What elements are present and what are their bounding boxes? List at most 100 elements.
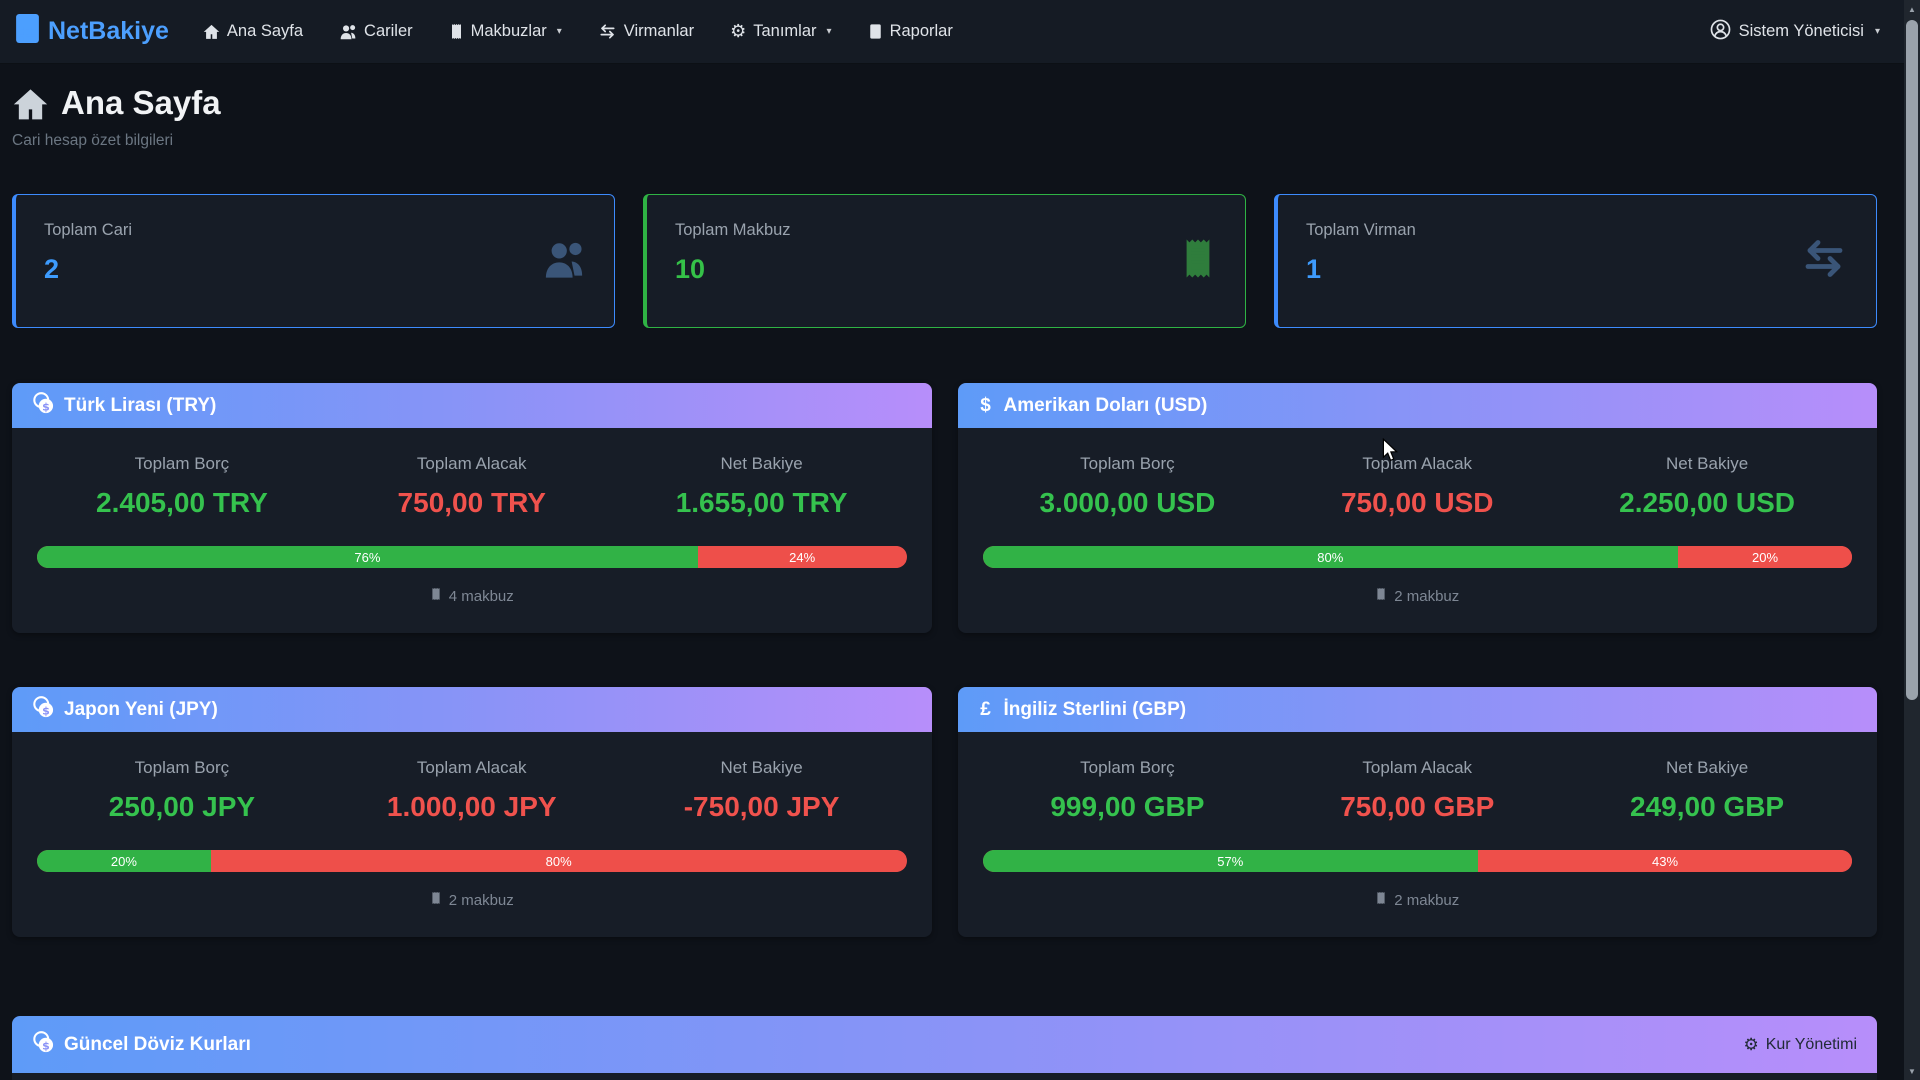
net-label: Net Bakiye [720, 758, 803, 777]
stat-label: Toplam Makbuz [675, 221, 791, 239]
page-title-text: Ana Sayfa [61, 84, 221, 121]
progress-red: 80% [210, 850, 907, 872]
debt-credit-progressbar: 80% 20% [982, 546, 1852, 568]
nav-item-label: Virmanlar [623, 22, 695, 40]
vertical-scrollbar[interactable]: ▲ ▼ [1904, 0, 1920, 1080]
debt-credit-progressbar: 57% 43% [982, 850, 1852, 872]
currency-card-gbp: £ İngiliz Sterlini (GBP) Toplam Borç 999,… [957, 687, 1877, 937]
credit-value: 750,00 USD [1340, 487, 1494, 518]
nav-items: Ana Sayfa Cariler Makbuzlar ▾ Virmanlar … [203, 21, 953, 42]
page-title: Ana Sayfa [12, 84, 221, 122]
people-icon [542, 238, 586, 285]
currency-card-header: Türk Lirası (TRY) [12, 383, 932, 428]
receipt-icon [1375, 891, 1387, 909]
progress-red: 24% [697, 546, 907, 568]
stat-value: 2 [44, 254, 60, 284]
stat-label: Toplam Cari [44, 221, 133, 239]
page-header: Ana Sayfa Cari hesap özet bilgileri [12, 64, 221, 150]
net-label: Net Bakiye [1665, 758, 1749, 777]
nav-item-raporlar[interactable]: Raporlar [868, 22, 953, 41]
brand[interactable]: NetBakiye [16, 13, 169, 50]
kur-yonetimi-button[interactable]: ⚙ Kur Yönetimi [1743, 1034, 1857, 1054]
debt-label: Toplam Borç [1080, 758, 1175, 777]
home-icon [12, 86, 49, 121]
receipt-icon [449, 23, 464, 40]
user-menu[interactable]: Sistem Yöneticisi ▾ [1710, 19, 1880, 45]
progress-green: 80% [982, 546, 1679, 568]
debt-value: 2.405,00 TRY [96, 487, 268, 518]
receipt-count: 2 makbuz [983, 587, 1853, 605]
fx-rates-title: Güncel Döviz Kurları [64, 1033, 251, 1055]
stat-cards-row: Toplam Cari 2 Toplam Makbuz 10 Toplam Vi… [12, 194, 1877, 328]
currency-card-header: Japon Yeni (JPY) [12, 687, 932, 732]
debt-value: 999,00 GBP [1050, 791, 1205, 822]
progress-red: 20% [1678, 546, 1852, 568]
currency-card-jpy: Japon Yeni (JPY) Toplam Borç 250,00 JPY T… [12, 687, 932, 937]
currency-title: Türk Lirası (TRY) [64, 394, 217, 416]
debt-credit-progressbar: 20% 80% [37, 850, 907, 872]
coins-icon [32, 695, 55, 724]
fx-rates-header: Güncel Döviz Kurları ⚙ Kur Yönetimi [12, 1016, 1877, 1073]
coins-icon [32, 391, 55, 420]
exchange-icon [598, 23, 617, 40]
debt-label: Toplam Borç [134, 758, 230, 777]
home-icon [203, 23, 220, 40]
scroll-down-arrow-icon[interactable]: ▼ [1908, 1066, 1916, 1076]
credit-value: 1.000,00 JPY [386, 791, 557, 822]
currency-card-usd: $ Amerikan Doları (USD) Toplam Borç 3.000… [957, 383, 1877, 633]
net-label: Net Bakiye [1665, 454, 1749, 473]
person-circle-icon [1710, 19, 1731, 45]
nav-item-makbuzlar[interactable]: Makbuzlar ▾ [449, 22, 562, 41]
receipt-icon [430, 587, 442, 605]
fx-rates-panel: Güncel Döviz Kurları ⚙ Kur Yönetimi [12, 1016, 1877, 1080]
top-navbar: NetBakiye Ana Sayfa Cariler Makbuzlar ▾ … [0, 0, 1904, 64]
chevron-down-icon: ▾ [826, 26, 832, 37]
credit-value: 750,00 TRY [397, 487, 546, 518]
nav-item-label: Makbuzlar [470, 22, 547, 40]
pound-icon: £ [980, 698, 991, 720]
net-value: -750,00 JPY [683, 791, 840, 822]
currency-title: İngiliz Sterlini (GBP) [1003, 698, 1187, 720]
nav-item-tanimlar[interactable]: ⚙ Tanımlar ▾ [730, 21, 831, 42]
debt-credit-progressbar: 76% 24% [37, 546, 907, 568]
receipt-count: 2 makbuz [983, 891, 1853, 909]
receipt-icon [1179, 237, 1217, 286]
net-label: Net Bakiye [720, 454, 803, 473]
receipt-icon [430, 891, 442, 909]
debt-value: 3.000,00 USD [1039, 487, 1216, 518]
receipt-icon [1375, 587, 1387, 605]
progress-red: 43% [1478, 850, 1852, 872]
credit-label: Toplam Alacak [1362, 454, 1473, 473]
stat-card-toplam-cari: Toplam Cari 2 [12, 194, 615, 328]
nav-item-label: Cariler [364, 22, 413, 40]
nav-item-label: Tanımlar [753, 22, 817, 40]
currency-row-1: Türk Lirası (TRY) Toplam Borç 2.405,00 TR… [12, 383, 1877, 633]
stat-value: 10 [675, 254, 706, 284]
nav-item-ana-sayfa[interactable]: Ana Sayfa [203, 22, 303, 41]
people-icon [339, 23, 357, 40]
net-value: 249,00 GBP [1630, 791, 1785, 822]
credit-label: Toplam Alacak [416, 454, 527, 473]
dollar-icon: $ [980, 394, 991, 416]
report-icon [868, 23, 883, 40]
brand-label: NetBakiye [48, 17, 169, 45]
net-value: 2.250,00 USD [1619, 487, 1796, 518]
chevron-down-icon: ▾ [1874, 26, 1880, 37]
nav-item-cariler[interactable]: Cariler [339, 22, 413, 41]
net-value: 1.655,00 TRY [675, 487, 848, 518]
progress-green: 76% [37, 546, 698, 568]
scroll-up-arrow-icon[interactable]: ▲ [1908, 4, 1916, 14]
currency-card-try: Türk Lirası (TRY) Toplam Borç 2.405,00 TR… [12, 383, 932, 633]
debt-label: Toplam Borç [1080, 454, 1175, 473]
gear-icon: ⚙ [1743, 1034, 1759, 1054]
currency-card-header: $ Amerikan Doları (USD) [957, 383, 1877, 428]
debt-value: 250,00 JPY [108, 791, 256, 822]
exchange-icon [1800, 237, 1848, 286]
currency-title: Amerikan Doları (USD) [1003, 394, 1208, 416]
nav-item-virmanlar[interactable]: Virmanlar [598, 22, 694, 41]
stat-card-toplam-makbuz: Toplam Makbuz 10 [643, 194, 1246, 328]
gear-icon: ⚙ [730, 21, 747, 41]
credit-label: Toplam Alacak [416, 758, 527, 777]
credit-value: 750,00 GBP [1340, 791, 1495, 822]
scrollbar-thumb[interactable] [1906, 20, 1918, 700]
